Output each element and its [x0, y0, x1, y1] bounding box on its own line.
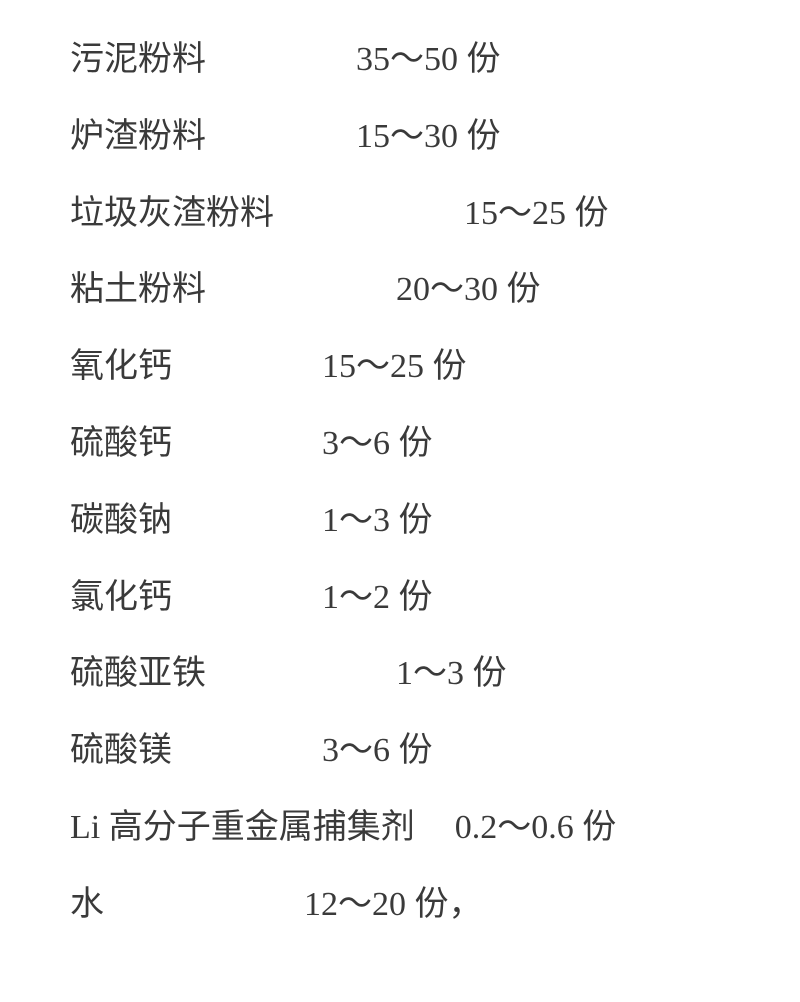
ingredient-amount: 0.2～0.6 份 [455, 808, 617, 849]
ingredient-amount: 15～25 份 [322, 347, 467, 388]
ingredient-label: 硫酸亚铁 [70, 654, 206, 695]
ingredient-label: Li 高分子重金属捕集剂 [70, 808, 415, 849]
ingredient-amount: 1～3 份 [322, 501, 433, 542]
composition-row: 硫酸镁 3～6 份 [70, 731, 770, 772]
ingredient-amount: 15～25 份 [464, 194, 609, 235]
ingredient-label: 氯化钙 [70, 578, 172, 619]
ingredient-label: 碳酸钠 [70, 501, 172, 542]
ingredient-label: 硫酸钙 [70, 424, 172, 465]
ingredient-amount: 3～6 份 [322, 424, 433, 465]
composition-row: 硫酸钙 3～6 份 [70, 424, 770, 465]
ingredient-label: 污泥粉料 [70, 40, 206, 81]
composition-row: 水 12～20 份， [70, 885, 770, 926]
composition-row: 氯化钙 1～2 份 [70, 578, 770, 619]
composition-list: 污泥粉料35～50 份炉渣粉料15～30 份垃圾灰渣粉料15～25 份粘土粉料2… [0, 0, 800, 1002]
ingredient-label: 炉渣粉料 [70, 117, 206, 158]
composition-row: 炉渣粉料 15～30 份 [70, 117, 770, 158]
ingredient-amount: 1～2 份 [322, 578, 433, 619]
ingredient-label: 水 [70, 885, 104, 926]
composition-row: 粘土粉料 20～30 份 [70, 270, 770, 311]
composition-row: 硫酸亚铁 1～3 份 [70, 654, 770, 695]
composition-row: Li 高分子重金属捕集剂 0.2～0.6 份 [70, 808, 770, 849]
ingredient-amount: 12～20 份， [304, 885, 483, 926]
ingredient-amount: 15～30 份 [356, 117, 501, 158]
composition-row: 碳酸钠 1～3 份 [70, 501, 770, 542]
composition-row: 垃圾灰渣粉料 15～25 份 [70, 194, 770, 235]
ingredient-label: 氧化钙 [70, 347, 172, 388]
ingredient-amount: 1～3 份 [396, 654, 507, 695]
ingredient-amount: 20～30 份 [396, 270, 541, 311]
composition-row: 污泥粉料 35～50 份 [70, 40, 770, 81]
ingredient-label: 粘土粉料 [70, 270, 206, 311]
ingredient-label: 硫酸镁 [70, 731, 172, 772]
ingredient-amount: 3～6 份 [322, 731, 433, 772]
composition-row: 氧化钙 15～25 份 [70, 347, 770, 388]
ingredient-amount: 35～50 份 [356, 40, 501, 81]
ingredient-label: 垃圾灰渣粉料 [70, 194, 274, 235]
